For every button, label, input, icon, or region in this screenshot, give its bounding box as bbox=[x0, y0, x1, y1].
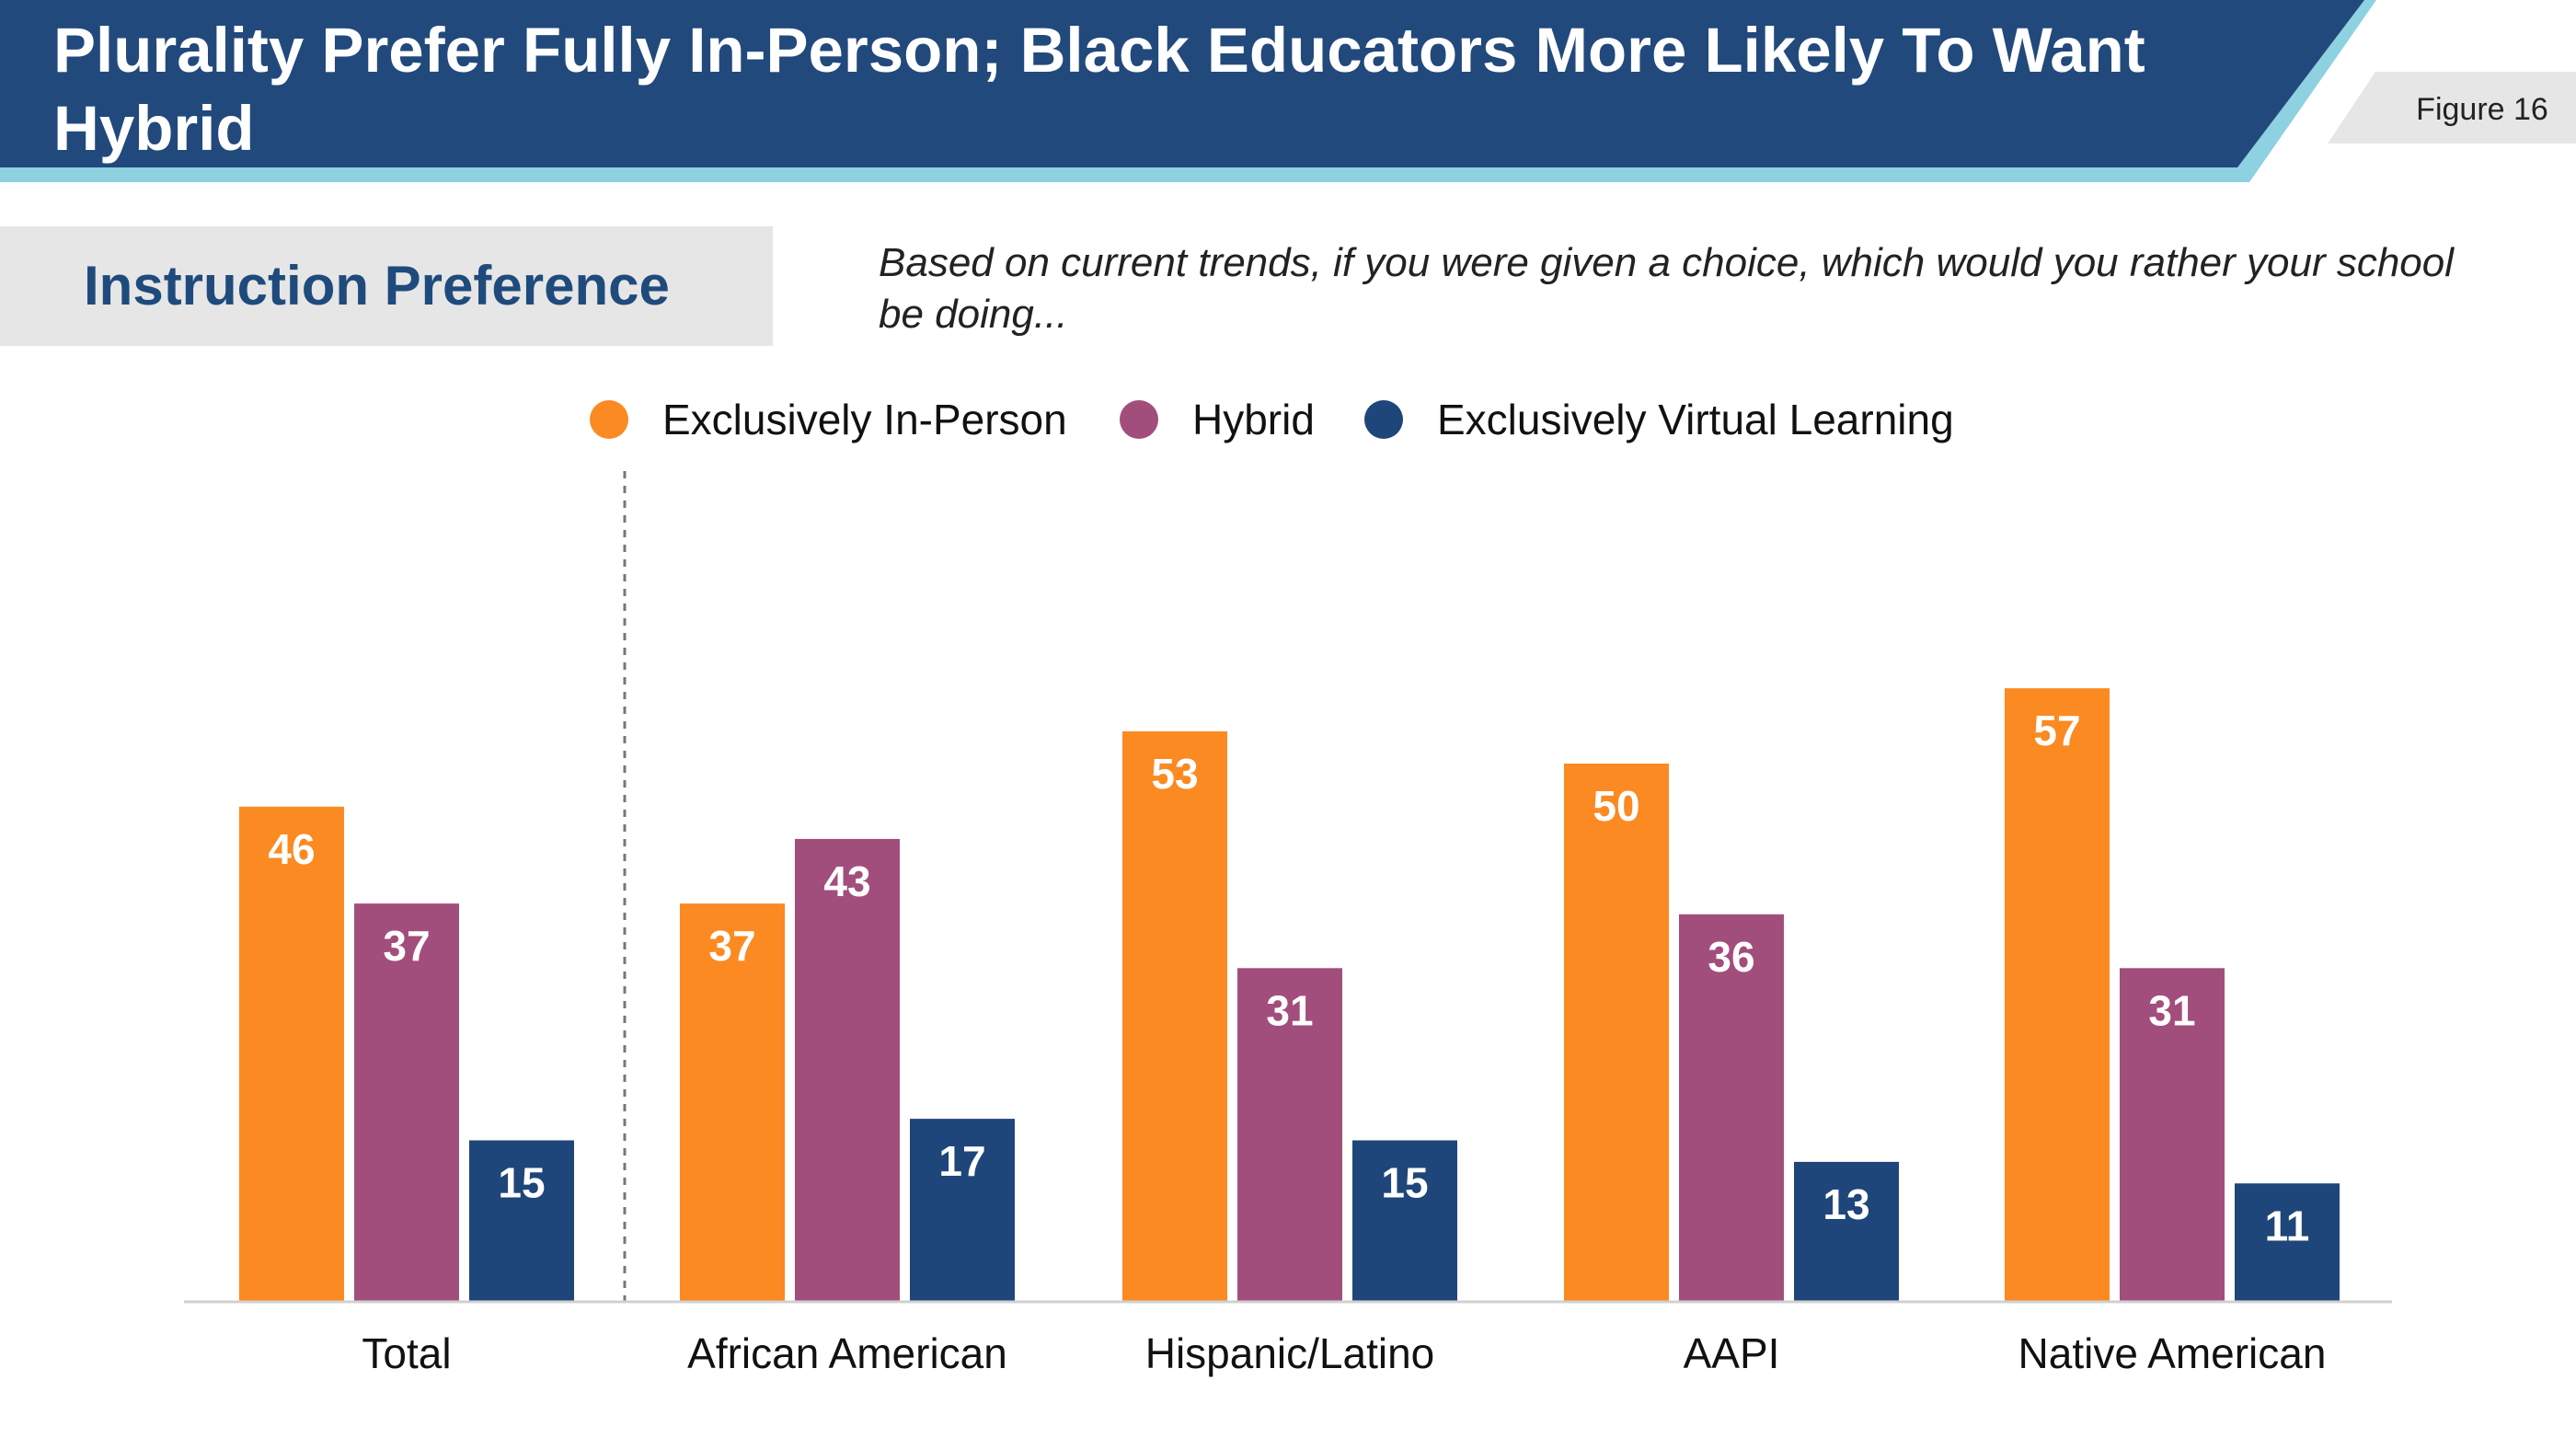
bar-hybrid-hispanic-latino bbox=[1237, 968, 1342, 1302]
value-label-exclusively-in-person-hispanic-latino: 53 bbox=[1151, 750, 1198, 798]
bar-exclusively-virtual-learning-hispanic-latino bbox=[1352, 1140, 1457, 1302]
value-label-hybrid-native-american: 31 bbox=[2148, 986, 2195, 1034]
bar-exclusively-virtual-learning-african-american bbox=[910, 1119, 1015, 1302]
bar-hybrid-total bbox=[354, 903, 459, 1302]
section-title: Instruction Preference bbox=[84, 255, 670, 316]
legend-label-exclusively-in-person: Exclusively In-Person bbox=[662, 396, 1067, 443]
bar-exclusively-virtual-learning-native-american bbox=[2235, 1183, 2340, 1302]
value-label-exclusively-virtual-learning-aapi: 13 bbox=[1823, 1180, 1869, 1228]
bar-group-african-american: 37 43 17 bbox=[680, 838, 1015, 1302]
legend-marker-exclusively-virtual-learning bbox=[1364, 400, 1403, 439]
chart-bars: 46 37 15 37 43 17 53 31 15 50 36 13 57 31 11 bbox=[239, 688, 2340, 1302]
value-label-exclusively-in-person-native-american: 57 bbox=[2033, 707, 2080, 754]
legend-item-exclusively-virtual-learning: Exclusively Virtual Learning bbox=[1364, 396, 1954, 443]
value-label-exclusively-virtual-learning-african-american: 17 bbox=[938, 1137, 985, 1185]
legend-label-hybrid: Hybrid bbox=[1192, 396, 1315, 443]
bar-exclusively-in-person-aapi bbox=[1564, 764, 1669, 1302]
legend-item-hybrid: Hybrid bbox=[1120, 396, 1315, 443]
legend-item-exclusively-in-person: Exclusively In-Person bbox=[590, 396, 1067, 443]
value-label-hybrid-aapi: 36 bbox=[1708, 933, 1754, 981]
section-title-box bbox=[0, 226, 773, 346]
value-label-exclusively-virtual-learning-total: 15 bbox=[498, 1159, 545, 1207]
bar-exclusively-virtual-learning-aapi bbox=[1794, 1161, 1899, 1302]
bar-exclusively-in-person-total bbox=[239, 806, 344, 1302]
x-tick-label-african-american: African American bbox=[687, 1329, 1007, 1377]
bar-group-total: 46 37 15 bbox=[239, 806, 574, 1302]
bar-hybrid-native-american bbox=[2120, 968, 2225, 1302]
bar-exclusively-in-person-african-american bbox=[680, 903, 785, 1302]
x-tick-label-hispanic-latino: Hispanic/Latino bbox=[1145, 1329, 1435, 1377]
header-main-band bbox=[0, 0, 2364, 167]
value-label-hybrid-total: 37 bbox=[383, 922, 430, 970]
value-label-hybrid-african-american: 43 bbox=[823, 857, 870, 905]
figure-tab bbox=[2328, 72, 2576, 144]
page-title-line-1: Plurality Prefer Fully In-Person; Black … bbox=[53, 15, 2145, 86]
bar-exclusively-in-person-hispanic-latino bbox=[1122, 730, 1227, 1302]
figure-label: Figure 16 bbox=[2416, 92, 2548, 127]
legend-marker-hybrid bbox=[1120, 400, 1158, 439]
value-label-exclusively-virtual-learning-hispanic-latino: 15 bbox=[1381, 1159, 1428, 1207]
value-label-exclusively-virtual-learning-native-american: 11 bbox=[2265, 1202, 2310, 1249]
page-title-line-2: Hybrid bbox=[53, 93, 255, 164]
legend-label-exclusively-virtual-learning: Exclusively Virtual Learning bbox=[1437, 396, 1954, 443]
value-label-hybrid-hispanic-latino: 31 bbox=[1266, 986, 1313, 1034]
value-label-exclusively-in-person-total: 46 bbox=[268, 825, 315, 873]
header-banner bbox=[0, 0, 2576, 182]
value-label-exclusively-in-person-aapi: 50 bbox=[1593, 782, 1639, 830]
bar-exclusively-in-person-native-american bbox=[2005, 688, 2110, 1302]
x-tick-label-native-american: Native American bbox=[2018, 1329, 2327, 1377]
chart-legend: Exclusively In-Person Hybrid Exclusively V… bbox=[590, 396, 1954, 443]
x-axis-labels: Total African American Hispanic/Latino AAPI… bbox=[362, 1329, 2326, 1377]
page-title: Plurality Prefer Fully In-Person; Black … bbox=[53, 11, 2261, 167]
survey-question: Based on current trends, if you were giv… bbox=[879, 240, 2455, 337]
x-tick-label-total: Total bbox=[362, 1329, 451, 1377]
value-label-exclusively-in-person-african-american: 37 bbox=[708, 922, 755, 970]
x-tick-label-aapi: AAPI bbox=[1684, 1329, 1780, 1377]
legend-marker-exclusively-in-person bbox=[590, 400, 628, 439]
bar-group-aapi: 50 36 13 bbox=[1564, 764, 1899, 1302]
bar-exclusively-virtual-learning-total bbox=[469, 1140, 574, 1302]
bar-hybrid-aapi bbox=[1679, 914, 1784, 1302]
bar-group-native-american: 57 31 11 bbox=[2005, 688, 2340, 1302]
bar-group-hispanic-latino: 53 31 15 bbox=[1122, 730, 1457, 1302]
bar-hybrid-african-american bbox=[795, 838, 900, 1302]
